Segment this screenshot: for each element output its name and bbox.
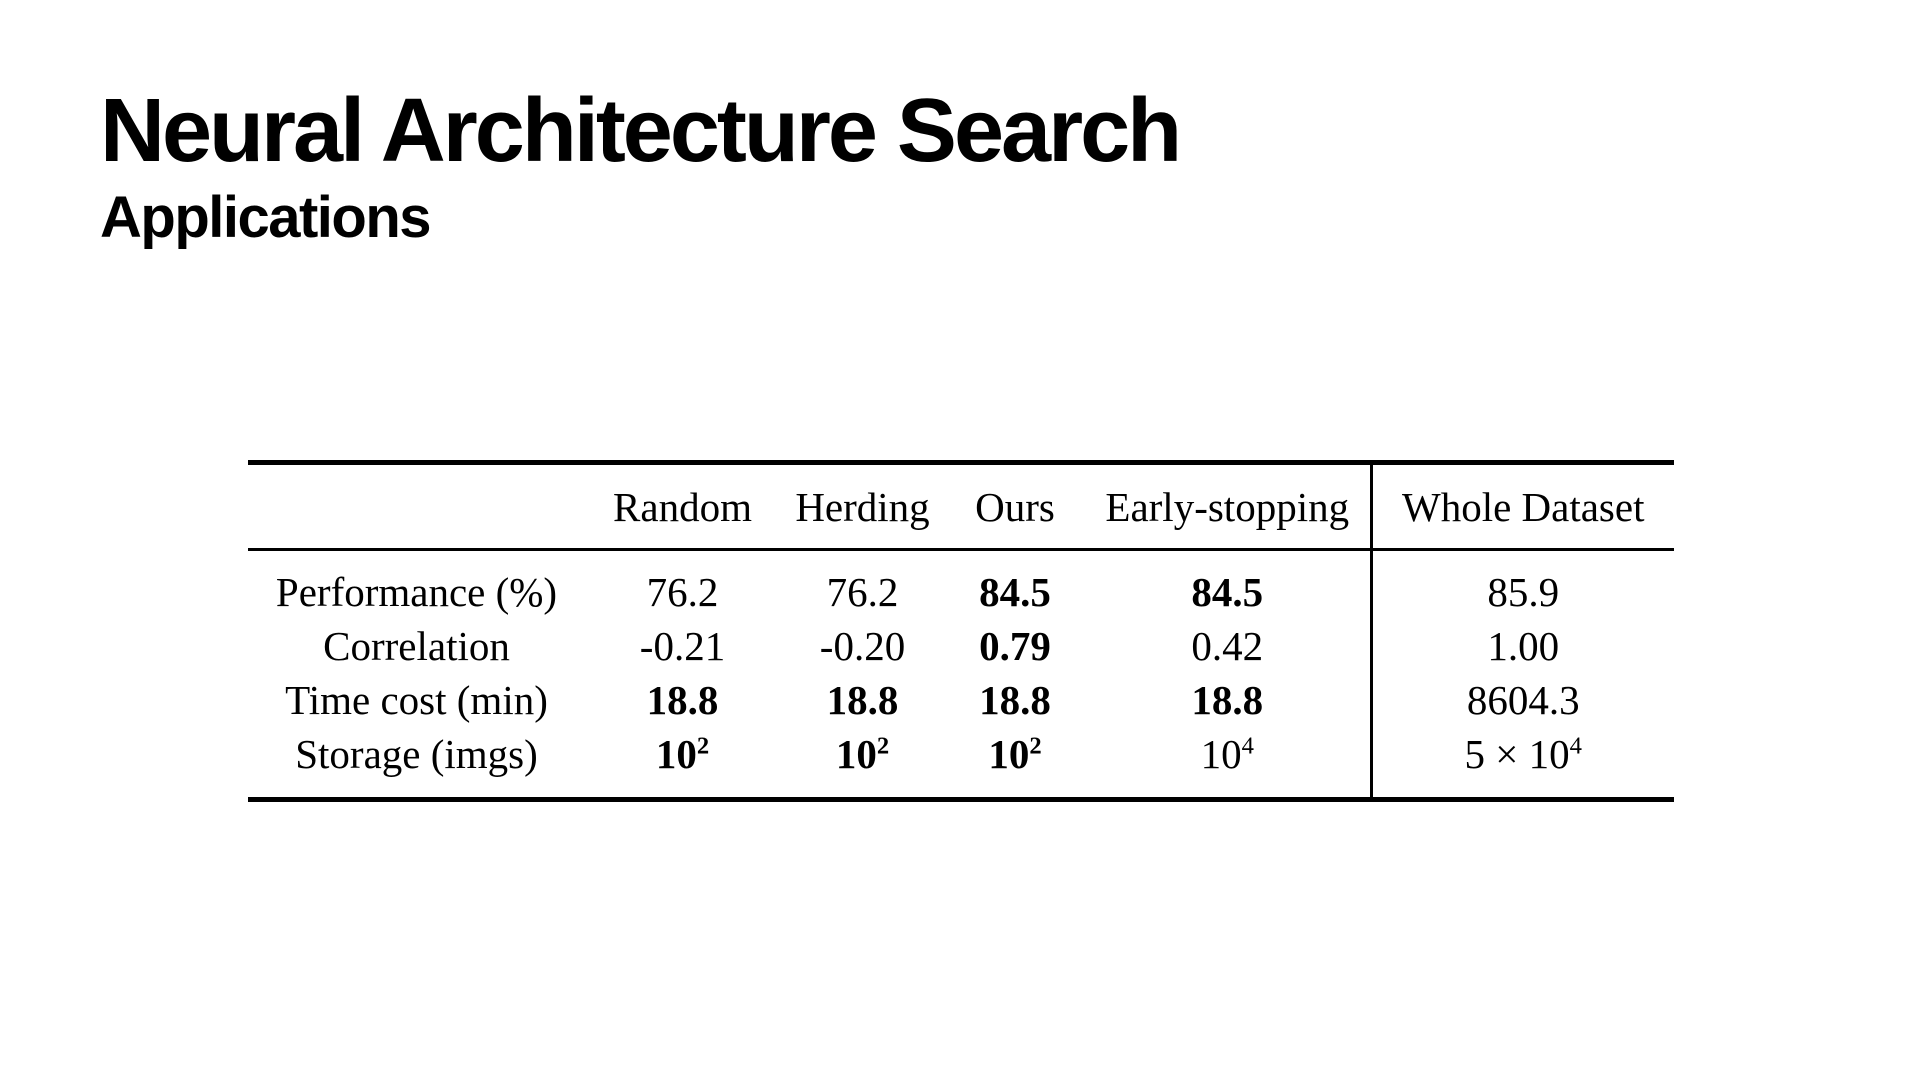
table-cell: -0.20 [780,619,945,673]
header-cell-herding: Herding [780,462,945,551]
header-cell-early-stopping: Early-stopping [1085,462,1373,551]
table-cell: 102 [945,727,1085,800]
row-label: Storage (imgs) [295,731,538,777]
cell-value: 18.8 [826,677,899,723]
results-table: Random Herding Ours Early-stopping Whole… [248,460,1674,802]
cell-exponent: 4 [1569,732,1582,760]
header-cell-random: Random [585,462,780,551]
row-label: Correlation [323,623,510,669]
table-cell: 84.5 [1085,549,1373,619]
page-title: Neural Architecture Search [100,81,1182,181]
table-cell: -0.21 [585,619,780,673]
table-cell: 0.42 [1085,619,1373,673]
table-cell: 85.9 [1371,550,1674,620]
table-cell: 5 × 104 [1371,727,1674,800]
row-label: Performance (%) [275,569,558,615]
cell-value: 10 [655,731,697,777]
cell-value: 10 [988,731,1030,777]
table-cell: 1.00 [1371,619,1674,673]
cell-value: 8604.3 [1466,677,1580,723]
cell-exponent: 2 [876,732,890,760]
cell-value: 76.2 [826,569,899,615]
table-cell: 102 [585,727,780,800]
table-cell: 18.8 [780,673,945,727]
cell-exponent: 2 [1029,732,1042,760]
header-cell-empty [248,462,585,551]
table-row: Performance (%) 76.2 76.2 84.5 84.5 85.9 [248,549,1674,620]
cell-value: 18.8 [979,677,1051,723]
table-row: Storage (imgs) 102 102 102 104 5 × 104 [248,727,1674,800]
cell-value: 85.9 [1487,569,1560,615]
table-cell: 76.2 [585,550,780,620]
table-cell: 104 [1085,727,1373,800]
table-row: Correlation -0.21 -0.20 0.79 0.42 1.00 [248,619,1674,673]
table-cell: 18.8 [585,673,780,727]
page-subtitle: Applications [100,185,432,250]
table-cell: 102 [780,727,945,800]
table-cell: 0.79 [945,619,1085,673]
row-label: Time cost (min) [285,677,548,723]
cell-value: 18.8 [1191,677,1264,723]
cell-value: -0.21 [639,623,726,669]
table-cell: 84.5 [945,550,1085,620]
table-cell: 76.2 [780,550,945,620]
table-cell: 8604.3 [1371,673,1674,727]
table-header-row: Random Herding Ours Early-stopping Whole… [248,462,1674,551]
cell-value: 18.8 [646,677,719,723]
cell-value: 0.42 [1191,623,1264,669]
header-cell-whole-dataset: Whole Dataset [1371,462,1674,551]
cell-value: 84.5 [1191,569,1264,615]
table-row: Time cost (min) 18.8 18.8 18.8 18.8 8604.3 [248,673,1674,727]
table-cell: 18.8 [1085,673,1373,727]
cell-value: 1.00 [1487,623,1560,669]
header-cell-ours: Ours [945,462,1085,551]
cell-value: 10 [835,731,877,777]
cell-value: -0.20 [819,623,906,669]
cell-value: 76.2 [646,569,719,615]
cell-value: 5 × 10 [1464,731,1570,777]
table-cell: 18.8 [945,673,1085,727]
cell-exponent: 2 [696,732,710,760]
cell-value: 10 [1200,731,1242,777]
cell-value: 84.5 [979,569,1051,615]
cell-value: 0.79 [979,623,1051,669]
cell-exponent: 4 [1241,732,1254,760]
